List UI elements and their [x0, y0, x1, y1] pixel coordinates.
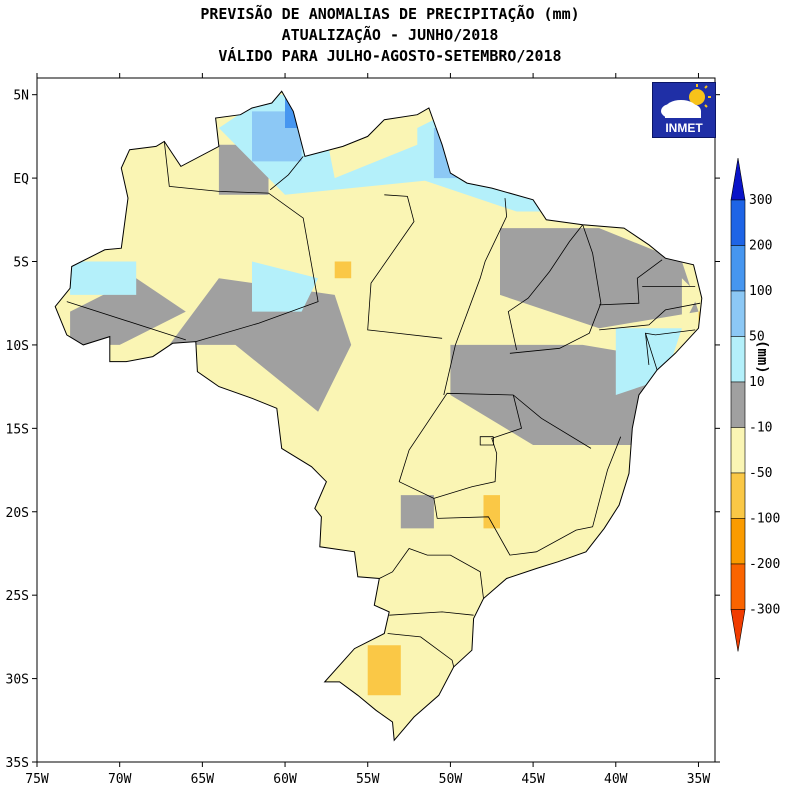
colorbar-segment — [730, 563, 746, 610]
y-tick-label: 35S — [6, 756, 29, 771]
anomaly-region-1 — [70, 278, 186, 345]
state-border-16 — [379, 548, 484, 599]
x-axis: 75W 70W 65W 60W 55W 50W 45W 40W 35W — [25, 73, 710, 787]
colorbar-segment-top — [730, 157, 746, 201]
x-tick-label: 45W — [521, 772, 545, 787]
state-border-12 — [398, 392, 514, 519]
colorbar-label: 200 — [749, 239, 772, 254]
x-tick-label: 75W — [25, 772, 49, 787]
colorbar-label: -10 — [749, 421, 772, 436]
colorbar-segment — [730, 245, 746, 292]
colorbar-segment — [730, 472, 746, 519]
anomaly-regions — [70, 94, 702, 696]
state-border-15 — [437, 436, 622, 556]
anomaly-region-0 — [169, 278, 352, 412]
chart-subtitle-validity: VÁLIDO PARA JULHO-AGOSTO-SETEMBRO/2018 — [218, 47, 562, 65]
x-tick-label: 70W — [108, 772, 132, 787]
anomaly-region-16 — [483, 495, 500, 529]
anomaly-region-3 — [500, 228, 699, 329]
anomaly-region-14 — [681, 278, 699, 329]
state-border-11 — [645, 333, 650, 365]
state-border-4 — [443, 198, 508, 396]
chart-title: PREVISÃO DE ANOMALIAS DE PRECIPITAÇÃO (m… — [200, 5, 580, 23]
x-tick-label: 40W — [604, 772, 628, 787]
colorbar-label: 50 — [749, 330, 765, 345]
x-tick-label: 60W — [273, 772, 297, 787]
colorbar-label: -300 — [749, 603, 780, 618]
state-border-2 — [269, 156, 304, 191]
colorbar-label: -100 — [749, 512, 780, 527]
anomaly-region-17 — [367, 645, 401, 696]
x-tick-label: 65W — [191, 772, 215, 787]
colorbar-label: -200 — [749, 557, 780, 572]
colorbar-segment — [730, 518, 746, 565]
anomaly-region-5 — [400, 495, 434, 529]
colorbar-segment — [730, 336, 746, 383]
colorbar-segment-bottom — [730, 609, 746, 652]
state-border-7 — [599, 259, 663, 306]
colorbar-segment — [730, 199, 746, 246]
state-border-19 — [479, 436, 494, 446]
state-border-9 — [599, 302, 701, 331]
colorbar-label: 300 — [749, 193, 772, 208]
logo-text: INMET — [665, 121, 703, 135]
state-border-13 — [433, 394, 522, 499]
state-border-0 — [66, 301, 186, 341]
anomaly-region-15 — [334, 261, 352, 279]
x-tick-label: 55W — [356, 772, 380, 787]
chart-subtitle-update: ATUALIZAÇÃO - JUNHO/2018 — [281, 26, 499, 44]
anomaly-region-9 — [70, 261, 137, 295]
state-border-3 — [367, 194, 443, 339]
y-tick-label: 5S — [13, 256, 29, 271]
colorbar-label: 100 — [749, 284, 772, 299]
y-tick-label: 20S — [6, 506, 29, 521]
y-tick-label: 30S — [6, 673, 29, 688]
colorbar-unit: (mm) — [754, 340, 770, 374]
x-tick-label: 35W — [687, 772, 711, 787]
y-tick-label: 5N — [13, 89, 29, 104]
colorbar-label: 10 — [749, 375, 765, 390]
inmet-logo: INMET — [652, 82, 716, 138]
y-axis: 5N EQ 5S 10S 15S 20S 25S 30S 35S — [6, 89, 720, 771]
colorbar-label: -50 — [749, 466, 772, 481]
state-border-10 — [644, 329, 696, 371]
colorbar: 300 200 100 50 10 -10 -50 -100 -200 -300 — [730, 157, 780, 652]
state-border-6 — [509, 224, 602, 354]
state-border-5 — [507, 224, 584, 350]
state-border-18 — [387, 633, 455, 667]
y-tick-label: EQ — [13, 172, 29, 187]
anomaly-region-8 — [252, 261, 319, 312]
chart-title-block: PREVISÃO DE ANOMALIAS DE PRECIPITAÇÃO (m… — [0, 4, 780, 67]
x-tick-label: 50W — [439, 772, 463, 787]
plot-frame — [36, 77, 716, 763]
y-tick-label: 15S — [6, 422, 29, 437]
colorbar-segment — [730, 381, 746, 428]
state-border-17 — [389, 611, 474, 616]
state-borders — [66, 141, 701, 667]
cloud-sun-icon — [661, 84, 711, 118]
y-tick-label: 25S — [6, 589, 29, 604]
y-tick-label: 10S — [6, 339, 29, 354]
colorbar-segment — [730, 290, 746, 337]
state-border-14 — [513, 394, 592, 449]
colorbar-segment — [730, 427, 746, 474]
state-border-1 — [163, 141, 319, 342]
brazil-outline — [54, 90, 703, 742]
